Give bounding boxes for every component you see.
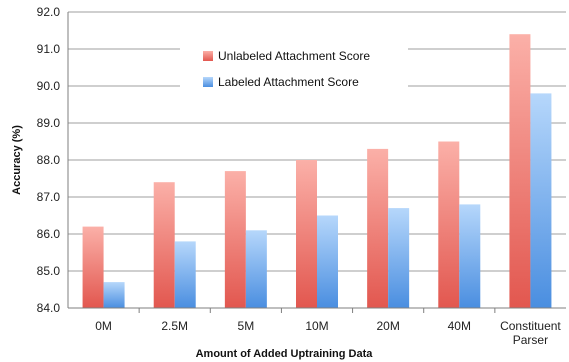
- legend-background: [180, 38, 408, 100]
- y-tick-label: 91.0: [37, 42, 61, 56]
- bar-labeled: [388, 208, 410, 308]
- x-tick-label: 2.5M: [161, 319, 188, 333]
- legend-label-unlabeled: Unlabeled Attachment Score: [218, 49, 370, 63]
- y-tick-label: 92.0: [37, 5, 61, 19]
- bar-unlabeled: [509, 34, 531, 308]
- bars: [82, 34, 552, 309]
- y-tick-label: 84.0: [37, 301, 61, 315]
- bar-labeled: [103, 282, 125, 308]
- y-tick-label: 90.0: [37, 79, 61, 93]
- bar-unlabeled: [82, 226, 104, 308]
- axes: [67, 12, 566, 313]
- y-axis-title: Accuracy (%): [11, 125, 23, 195]
- bar-unlabeled: [367, 148, 389, 308]
- bar-labeled: [530, 93, 552, 309]
- x-tick-label: 20M: [376, 319, 399, 333]
- x-tick-label: Constituent Parser: [500, 319, 561, 347]
- y-tick-label: 85.0: [37, 264, 61, 278]
- bar-unlabeled: [296, 160, 317, 308]
- bar-unlabeled: [224, 171, 246, 308]
- x-tick-label: 0M: [95, 319, 112, 333]
- x-tick-labels: 0M 2.5M 5M 10M 20M 40M Constituent Parser: [95, 319, 561, 347]
- y-tick-label: 88.0: [37, 153, 61, 167]
- x-axis-title: Amount of Added Uptraining Data: [196, 348, 374, 360]
- bar-labeled: [174, 241, 196, 308]
- y-tick-labels: 84.0 85.0 86.0 87.0 88.0 89.0 90.0 91.0 92.0: [37, 5, 61, 315]
- x-tick-label: 40M: [448, 319, 471, 333]
- y-tick-label: 89.0: [37, 116, 61, 130]
- legend-label-labeled: Labeled Attachment Score: [218, 75, 359, 89]
- bar-labeled: [245, 230, 267, 308]
- legend-swatch-labeled: [203, 77, 213, 87]
- y-tick-label: 86.0: [37, 227, 61, 241]
- x-tick-label: 10M: [305, 319, 328, 333]
- y-tick-label: 87.0: [37, 190, 61, 204]
- x-tick-label: 5M: [238, 319, 255, 333]
- bar-unlabeled: [438, 141, 460, 308]
- bar-labeled: [317, 215, 338, 308]
- bar-unlabeled: [153, 182, 175, 308]
- legend-swatch-unlabeled: [203, 51, 213, 61]
- bar-labeled: [459, 204, 481, 308]
- legend: Unlabeled Attachment Score Labeled Attac…: [180, 38, 408, 100]
